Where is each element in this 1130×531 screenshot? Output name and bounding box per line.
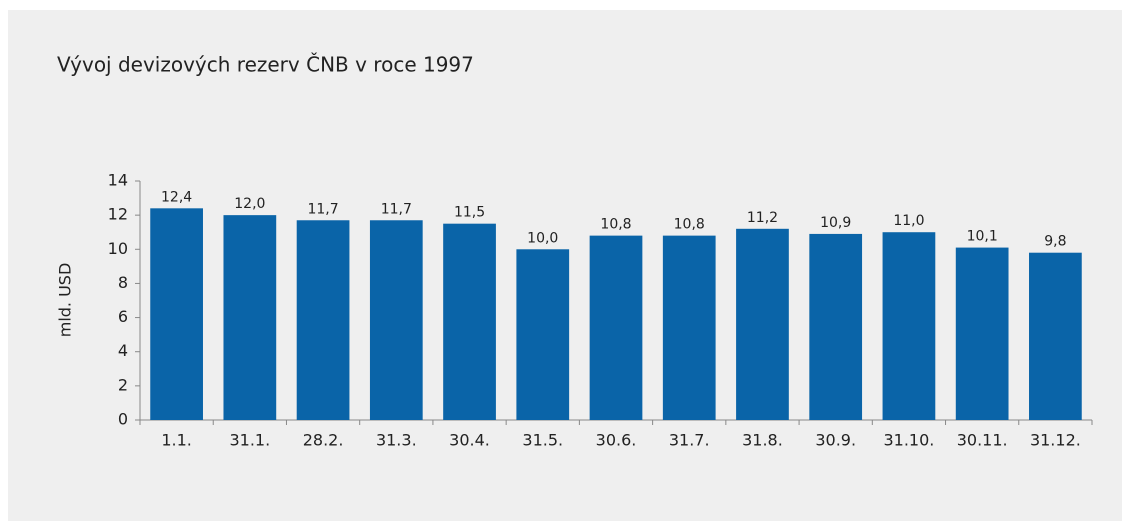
bar	[516, 249, 570, 420]
bar	[809, 233, 863, 420]
bar	[150, 208, 203, 420]
value-label: 10,8	[600, 217, 631, 233]
bar	[662, 235, 716, 420]
bar	[589, 235, 643, 420]
value-label: 10,9	[820, 215, 851, 231]
x-tick-label: 30.11.	[957, 431, 1008, 450]
y-axis-label: mld. USD	[56, 263, 75, 338]
bar	[955, 247, 1009, 420]
x-tick-label: 31.1.	[229, 431, 270, 450]
bar	[296, 220, 350, 420]
value-label: 10,8	[674, 217, 705, 233]
x-tick-label: 31.7.	[669, 431, 710, 450]
y-tick-label: 2	[118, 375, 128, 394]
x-tick-label: 31.10.	[883, 431, 934, 450]
bar	[369, 220, 423, 420]
x-tick-label: 30.9.	[815, 431, 856, 450]
value-label: 11,2	[747, 210, 778, 226]
x-tick-label: 31.5.	[522, 431, 563, 450]
bar	[882, 232, 936, 420]
value-label: 11,7	[307, 201, 338, 217]
x-tick-label: 31.3.	[376, 431, 417, 450]
bar	[223, 215, 277, 420]
x-tick-label: 30.6.	[596, 431, 637, 450]
value-label: 11,5	[454, 205, 485, 221]
x-tick-label: 31.8.	[742, 431, 783, 450]
y-tick-label: 10	[108, 239, 128, 258]
y-tick-label: 6	[118, 307, 128, 326]
bar	[736, 228, 789, 420]
x-tick-label: 1.1.	[161, 431, 192, 450]
y-tick-label: 4	[118, 341, 128, 360]
value-label: 9,8	[1044, 234, 1066, 250]
y-tick-label: 12	[108, 205, 128, 224]
bar	[443, 223, 496, 420]
x-tick-label: 31.12.	[1030, 431, 1081, 450]
value-label: 11,0	[893, 213, 924, 229]
value-label: 11,7	[381, 201, 412, 217]
value-label: 10,1	[967, 229, 998, 245]
bar	[1029, 252, 1082, 420]
x-tick-label: 30.4.	[449, 431, 490, 450]
x-tick-label: 28.2.	[303, 431, 344, 450]
value-label: 10,0	[527, 230, 558, 246]
value-label: 12,0	[234, 196, 265, 212]
y-tick-label: 14	[108, 171, 128, 190]
y-tick-label: 0	[118, 410, 128, 429]
chart-title: Vývoj devizových rezerv ČNB v roce 1997	[57, 53, 474, 77]
value-label: 12,4	[161, 189, 192, 205]
y-tick-label: 8	[118, 273, 128, 292]
